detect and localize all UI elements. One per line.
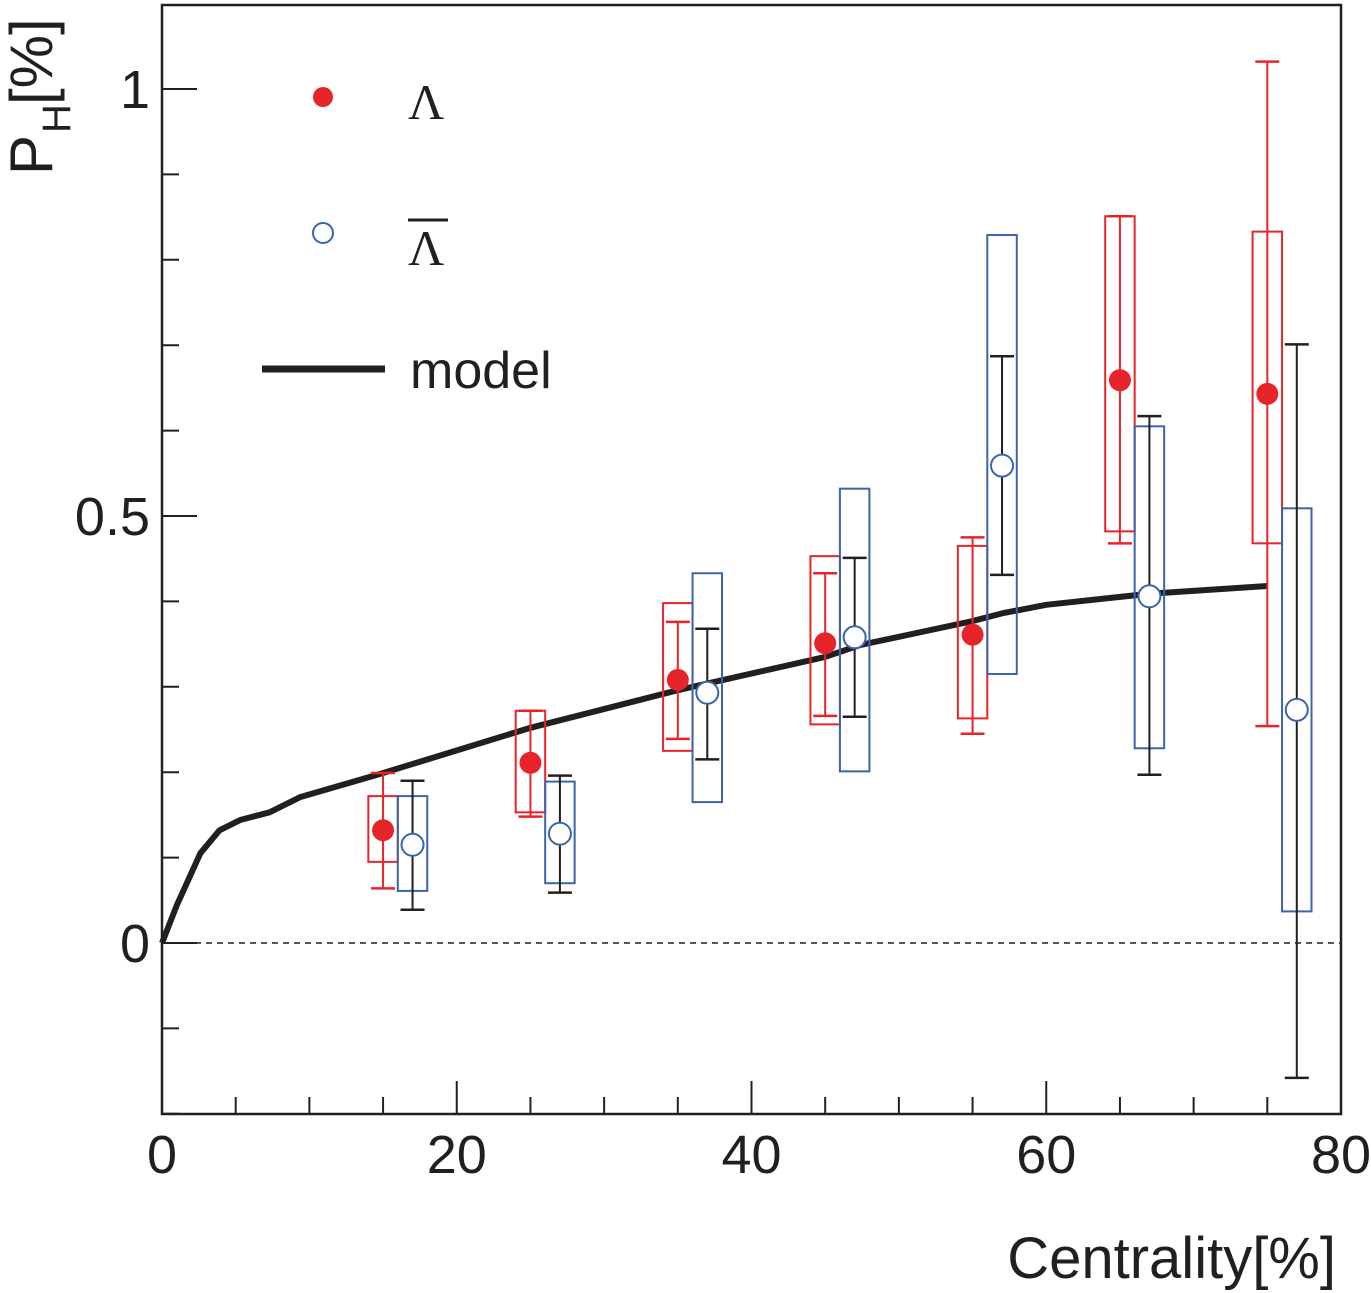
legend-label-lambda: Λ [408,74,444,130]
x-tick-label: 0 [147,1125,177,1185]
x-tick-label: 20 [427,1125,487,1185]
antilambda-data-point [695,680,720,705]
legend-marker-antilambda [312,222,334,244]
y-axis-title: P H [%] [0,18,79,175]
x-tick-label: 40 [721,1125,781,1185]
antilambda-systematic-box [691,572,724,804]
lambda-data-point [814,632,837,655]
antilambda-systematic-box [838,487,871,773]
antilambda-data-point [1137,584,1162,609]
legend-label-antilambda: Λ [408,220,444,276]
series-antilambda [396,234,1313,1080]
x-tick-label: 80 [1311,1125,1371,1185]
y-tick-label: 1 [120,60,150,120]
y-axis-title-unit: [%] [0,18,65,105]
series-lambda [367,60,1284,890]
y-tick-label: 0 [120,914,150,974]
axes: 0 20 40 60 80 0 0.5 1 [75,60,1371,1185]
antilambda-data-point [990,453,1015,478]
antilambda-data-point [547,821,572,846]
lambda-data-point [1108,369,1131,392]
y-axis-title-main: P [0,135,65,175]
lambda-data-point [519,751,542,774]
legend-label-model: model [410,342,552,400]
legend: Λ Λ model [262,74,552,400]
y-axis-title-sub: H [35,104,79,133]
x-axis-title: Centrality[%] [1007,1226,1336,1291]
model-curve [159,583,1268,945]
lambda-data-point [666,668,689,691]
plot-marks [159,60,1341,1080]
antilambda-systematic-box [986,234,1018,675]
antilambda-data-point [1284,697,1309,722]
lambda-data-point [961,623,984,646]
lambda-data-point [372,819,395,842]
antilambda-data-point [400,832,425,857]
y-tick-label: 0.5 [75,487,150,547]
lambda-data-point [1256,382,1279,405]
antilambda-data-point [842,625,867,650]
x-tick-label: 60 [1016,1125,1076,1185]
legend-marker-lambda [313,87,333,107]
